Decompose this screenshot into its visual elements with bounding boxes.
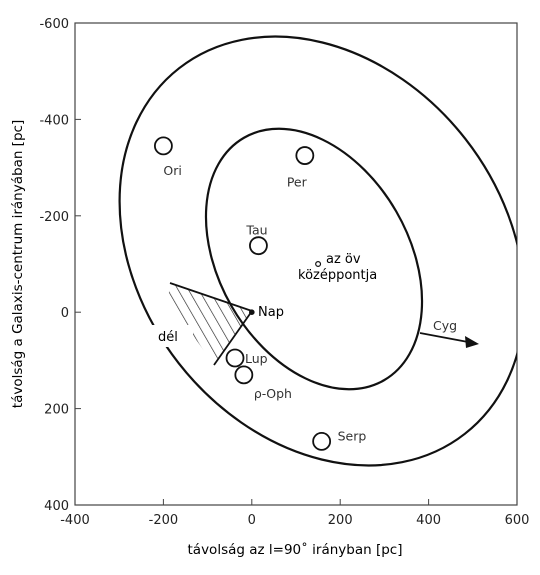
x-tick-group: -400 -200 0 200 400 600: [60, 499, 529, 528]
y-tick-label: -600: [39, 17, 69, 32]
region-circle: [312, 431, 332, 451]
cyg-label: Cyg: [433, 318, 457, 333]
y-tick-label: 400: [44, 499, 69, 514]
region-circle: [249, 236, 268, 256]
y-tick-label: 200: [44, 403, 69, 418]
region-circle: [153, 136, 173, 156]
plot-frame: [74, 22, 518, 506]
center-label-line2: középpontja: [298, 268, 377, 283]
x-tick-label: 600: [505, 513, 530, 528]
x-tick-label: 0: [248, 513, 256, 528]
sun-label: Nap: [258, 305, 284, 320]
region-label: Per: [287, 175, 308, 190]
region-group: Ori Per Tau Lup ρ-Oph Serp: [153, 136, 367, 451]
inner-belt-ellipse: [204, 127, 424, 391]
region-label: ρ-Oph: [254, 386, 292, 401]
outer-belt-ellipse: [118, 35, 517, 467]
wedge-edge-upper: [169, 282, 253, 312]
south-label: dél: [158, 330, 178, 345]
south-label-box: [139, 325, 193, 347]
wedge-edge-lower: [213, 310, 253, 366]
region-circle: [234, 365, 254, 385]
x-tick-label: 400: [416, 513, 441, 528]
region-circle: [225, 348, 245, 368]
y-axis-title: távolság a Galaxis-centrum irányában [pc…: [10, 120, 26, 408]
region-label: Tau: [245, 223, 267, 238]
cyg-arrow-head: [465, 336, 479, 348]
sun-marker: [249, 309, 255, 316]
region-label: Ori: [163, 163, 181, 178]
center-label-line1: az öv: [326, 252, 361, 267]
y-tick-label: -400: [39, 113, 69, 128]
x-tick-label: -400: [60, 513, 90, 528]
belt-center-marker: [315, 261, 322, 268]
x-tick-label: -200: [149, 513, 179, 528]
x-axis-title: távolság az l=90˚ irányban [pc]: [188, 541, 403, 558]
region-circle: [295, 146, 315, 165]
x-tick-label: 200: [328, 513, 353, 528]
region-label: Lup: [245, 351, 268, 366]
region-label: Serp: [338, 428, 367, 443]
hatched-wedge: [168, 283, 252, 365]
y-tick-group: -600 -400 -200 0 200 400: [39, 17, 81, 514]
cyg-arrow-line: [419, 332, 469, 343]
y-tick-label: -200: [39, 210, 69, 225]
y-tick-label: 0: [61, 306, 69, 321]
